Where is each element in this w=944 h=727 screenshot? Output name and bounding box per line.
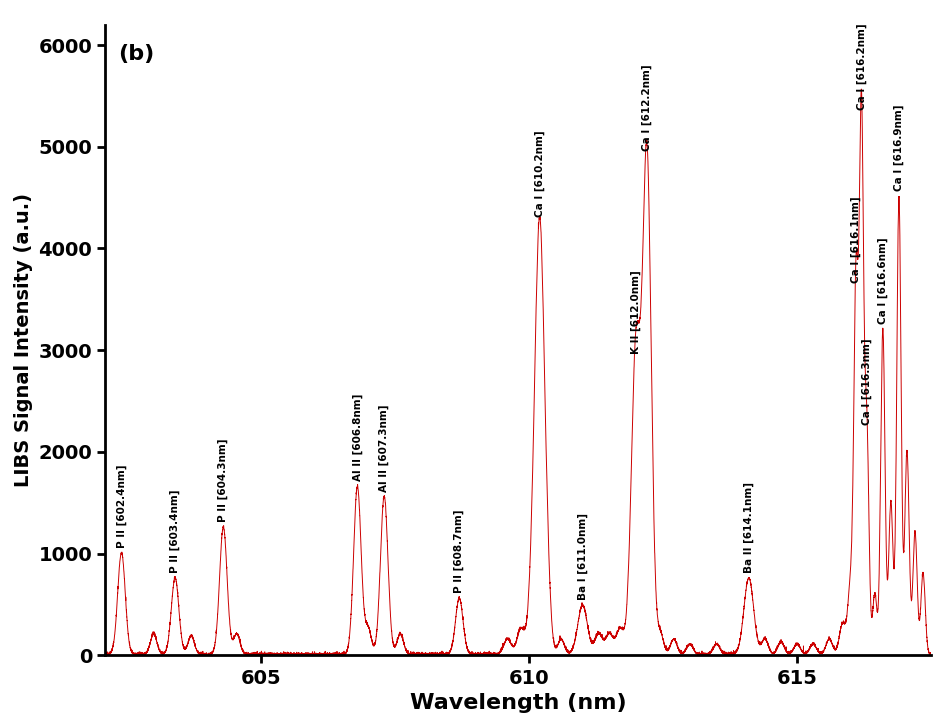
X-axis label: Wavelength (nm): Wavelength (nm) xyxy=(410,693,626,713)
Text: (b): (b) xyxy=(118,44,154,63)
Text: K II [612.0nm]: K II [612.0nm] xyxy=(631,270,641,354)
Text: Al II [607.3nm]: Al II [607.3nm] xyxy=(379,404,389,491)
Y-axis label: LIBS Signal Intensity (a.u.): LIBS Signal Intensity (a.u.) xyxy=(14,193,33,487)
Text: Ca I [612.2nm]: Ca I [612.2nm] xyxy=(641,64,651,150)
Text: Ca I [616.9nm]: Ca I [616.9nm] xyxy=(893,105,903,191)
Text: P II [602.4nm]: P II [602.4nm] xyxy=(116,464,126,547)
Text: Al II [606.8nm]: Al II [606.8nm] xyxy=(352,394,362,481)
Text: P II [603.4nm]: P II [603.4nm] xyxy=(170,489,180,573)
Text: Ca I [616.3nm]: Ca I [616.3nm] xyxy=(861,339,871,425)
Text: Ca I [616.1nm]: Ca I [616.1nm] xyxy=(850,196,860,283)
Text: Ca I [616.6nm]: Ca I [616.6nm] xyxy=(877,237,887,324)
Text: P II [608.7nm]: P II [608.7nm] xyxy=(454,510,464,593)
Text: Ba II [614.1nm]: Ba II [614.1nm] xyxy=(743,482,753,573)
Text: Ba I [611.0nm]: Ba I [611.0nm] xyxy=(577,513,587,601)
Text: Ca I [610.2nm]: Ca I [610.2nm] xyxy=(534,130,545,217)
Text: Ca I [616.2nm]: Ca I [616.2nm] xyxy=(855,23,866,110)
Text: P II [604.3nm]: P II [604.3nm] xyxy=(218,438,228,522)
